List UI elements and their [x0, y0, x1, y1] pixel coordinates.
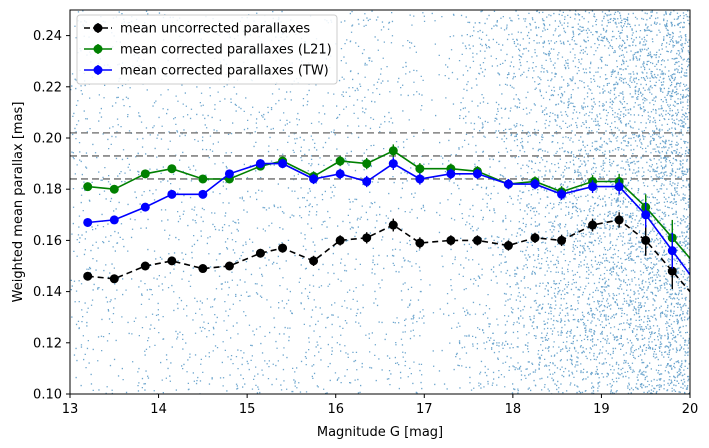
data-point	[362, 177, 372, 187]
y-tick-label: 0.16	[33, 234, 62, 249]
data-point	[388, 159, 398, 169]
data-point	[415, 174, 425, 184]
legend-label: mean uncorrected parallaxes	[120, 22, 310, 37]
data-point	[140, 261, 150, 271]
scatter-points	[70, 10, 690, 394]
data-point	[415, 164, 425, 174]
legend-box	[76, 14, 338, 85]
data-point	[109, 274, 119, 284]
data-point	[335, 156, 345, 166]
data-point	[167, 164, 177, 174]
y-tick-label: 0.10	[33, 388, 62, 403]
series-1	[83, 144, 690, 260]
data-point	[109, 184, 119, 194]
data-point	[198, 174, 208, 184]
data-point	[255, 159, 265, 169]
data-point	[167, 256, 177, 266]
legend-label: mean corrected parallaxes (L21)	[120, 43, 332, 58]
plot-frame	[69, 9, 691, 395]
data-point	[472, 169, 482, 179]
data-point	[415, 238, 425, 248]
y-tick-label: 0.18	[33, 183, 62, 198]
data-point	[83, 182, 93, 192]
y-tick-label: 0.24	[33, 29, 62, 44]
data-point	[140, 169, 150, 179]
data-point	[667, 266, 677, 276]
data-point	[557, 235, 567, 245]
legend-entry-1: mean corrected parallaxes (L21)	[84, 43, 332, 58]
x-axis-ticks: 13 14 15 16 17 18 19 20	[62, 394, 699, 417]
data-point	[614, 182, 624, 192]
x-tick-label: 13	[62, 402, 79, 417]
x-tick-label: 16	[327, 402, 344, 417]
legend-entry-0: mean uncorrected parallaxes	[84, 22, 310, 37]
data-point	[530, 233, 540, 243]
data-point	[83, 271, 93, 281]
x-tick-label: 15	[239, 402, 256, 417]
data-point	[472, 235, 482, 245]
data-point	[667, 246, 677, 256]
data-point	[362, 159, 372, 169]
data-point	[309, 174, 319, 184]
data-point	[362, 233, 372, 243]
data-point	[530, 179, 540, 189]
data-point	[641, 235, 651, 245]
data-point	[278, 243, 288, 253]
data-point	[224, 169, 234, 179]
legend-marker	[93, 23, 103, 33]
data-point	[446, 169, 456, 179]
y-tick-label: 0.22	[33, 80, 62, 95]
data-point	[557, 189, 567, 199]
data-point	[83, 217, 93, 227]
y-axis-label: Weighted mean parallax [mas]	[11, 102, 26, 303]
data-point	[167, 189, 177, 199]
data-point	[446, 235, 456, 245]
legend-label: mean corrected parallaxes (TW)	[120, 64, 329, 79]
legend-marker	[93, 44, 103, 54]
data-point	[198, 189, 208, 199]
data-point	[588, 220, 598, 230]
data-point	[503, 241, 513, 251]
series-2	[83, 157, 690, 276]
data-point	[503, 179, 513, 189]
data-point	[588, 182, 598, 192]
y-tick-label: 0.12	[33, 336, 62, 351]
data-point	[335, 169, 345, 179]
data-point	[335, 235, 345, 245]
data-point	[109, 215, 119, 225]
y-tick-label: 0.14	[33, 285, 62, 300]
scatter-background	[70, 10, 690, 394]
data-point	[278, 159, 288, 169]
data-point	[224, 261, 234, 271]
legend-entry-2: mean corrected parallaxes (TW)	[84, 64, 329, 79]
y-axis-ticks: 0.10 0.12 0.14 0.16 0.18 0.20 0.22 0.24	[33, 29, 70, 403]
data-point	[140, 202, 150, 212]
data-point	[198, 264, 208, 274]
data-point	[388, 220, 398, 230]
data-point	[641, 210, 651, 220]
x-tick-label: 14	[150, 402, 167, 417]
legend-marker	[93, 65, 103, 75]
data-point	[388, 146, 398, 156]
series-0	[83, 212, 690, 293]
data-point	[255, 248, 265, 258]
x-tick-label: 18	[505, 402, 522, 417]
legend: mean uncorrected parallaxes mean correcte…	[76, 14, 338, 85]
data-series	[83, 144, 690, 293]
data-point	[614, 215, 624, 225]
data-point	[309, 256, 319, 266]
x-axis-label: Magnitude G [mag]	[317, 425, 443, 440]
x-tick-label: 17	[416, 402, 433, 417]
x-tick-label: 20	[682, 402, 699, 417]
y-tick-label: 0.20	[33, 132, 62, 147]
x-tick-label: 19	[593, 402, 610, 417]
reference-lines	[70, 132, 690, 180]
